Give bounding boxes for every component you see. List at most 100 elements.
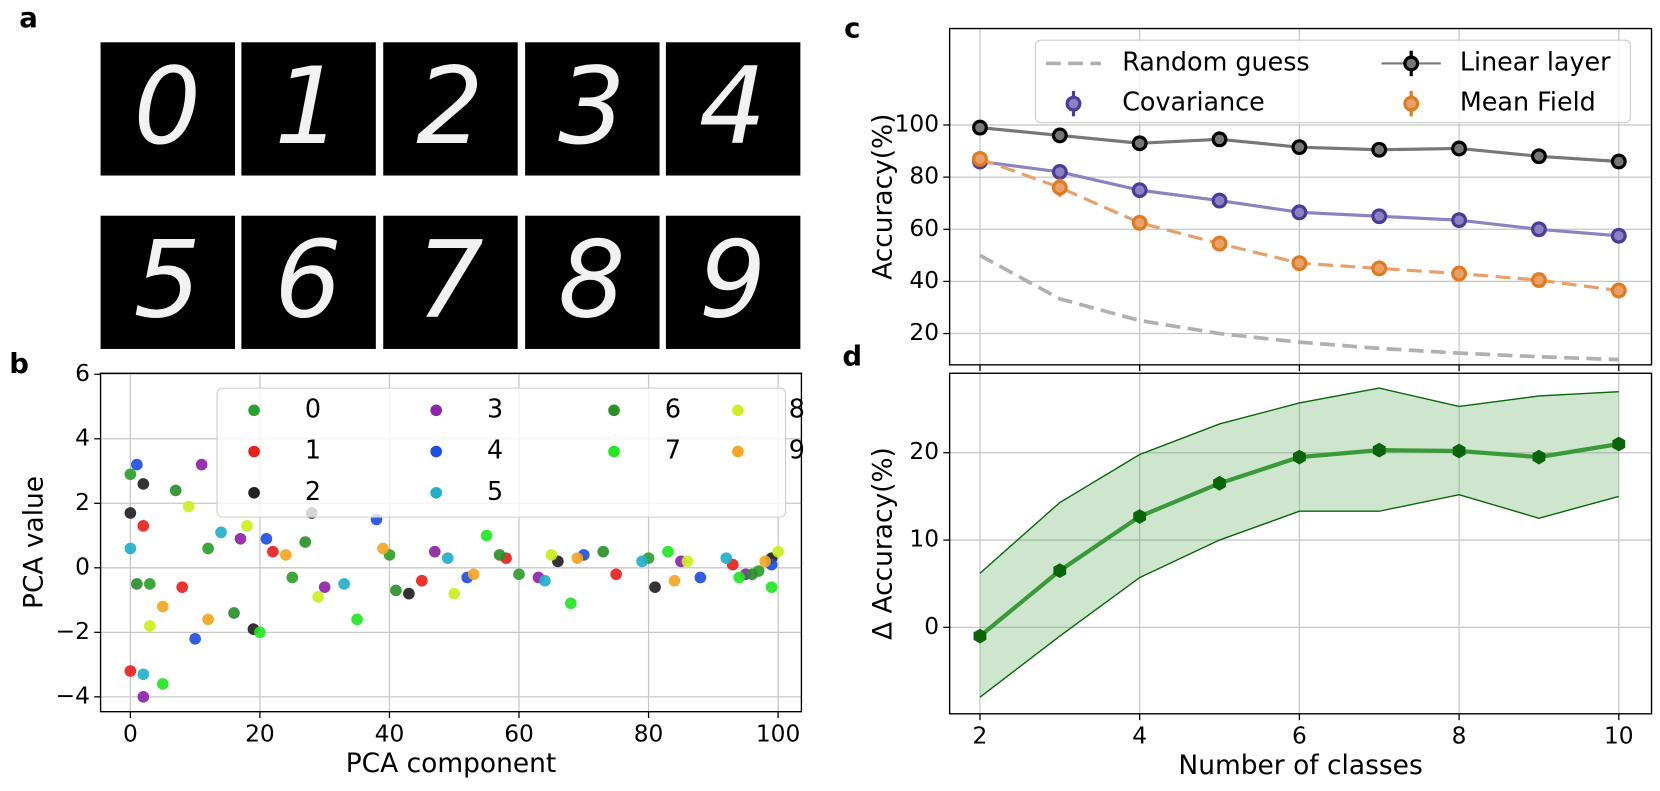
scatter-point	[124, 665, 137, 677]
digit: 1	[274, 45, 341, 168]
panel-label: a	[19, 2, 38, 34]
scatter-point	[286, 571, 299, 584]
y-tick-label: 4	[75, 424, 90, 451]
scatter-point	[720, 552, 733, 564]
scatter-point	[772, 545, 784, 558]
scatter-point	[124, 542, 137, 555]
marker	[1051, 127, 1068, 144]
x-tick-label: 10	[1604, 723, 1634, 750]
scatter-point	[610, 568, 622, 581]
marker	[1291, 204, 1308, 221]
plot-area	[124, 458, 784, 703]
legend-marker	[1403, 95, 1420, 112]
x-tick-label: 80	[634, 720, 664, 747]
scatter-point	[299, 536, 312, 548]
marker	[1051, 179, 1068, 196]
y-tick-label: 6	[75, 360, 90, 387]
scatter-point	[565, 597, 577, 610]
marker	[1451, 265, 1468, 282]
marker	[1530, 272, 1547, 289]
y-axis-label: Δ Accuracy(%)	[867, 447, 898, 640]
scatter-point	[137, 520, 150, 532]
marker	[1211, 131, 1228, 148]
y-tick-label: 40	[909, 267, 939, 294]
scatter-point	[202, 542, 214, 555]
scatter-point	[668, 574, 681, 587]
scatter-point	[377, 542, 389, 555]
panel-label: b	[9, 348, 29, 380]
x-axis-label: Number of classes	[1178, 750, 1422, 781]
legend-marker	[608, 404, 620, 417]
scatter-point	[694, 571, 707, 584]
marker	[1133, 509, 1147, 524]
digit-image	[100, 215, 236, 349]
marker	[1452, 443, 1466, 459]
legend-label: 2	[305, 476, 321, 506]
legend-label: 9	[789, 435, 805, 465]
marker	[1530, 221, 1547, 238]
scatter-point	[765, 581, 778, 593]
marker	[1610, 282, 1627, 299]
x-tick-label: 2	[973, 723, 988, 750]
legend-label: 5	[487, 476, 503, 506]
digit: 6	[274, 218, 341, 341]
marker	[972, 150, 988, 167]
x-tick-label: 20	[245, 720, 275, 747]
plot-frame	[99, 372, 803, 713]
marker	[972, 119, 988, 136]
scatter-point	[189, 632, 201, 645]
legend-label: 1	[305, 435, 321, 465]
legend-label: 3	[487, 393, 503, 423]
scatter-point	[318, 581, 331, 593]
scatter-point	[493, 549, 506, 561]
legend-label: Covariance	[1122, 87, 1265, 117]
y-tick-label: −2	[56, 618, 90, 645]
digit-image	[665, 42, 801, 176]
y-axis-label: PCA value	[18, 476, 49, 609]
scatter-point	[156, 678, 169, 690]
legend-marker	[1065, 95, 1082, 112]
marker	[1131, 214, 1148, 231]
digit: 2	[416, 45, 483, 168]
scatter-point	[759, 555, 771, 568]
marker	[1610, 153, 1627, 170]
scatter-point	[241, 520, 253, 532]
panel-label: c	[844, 13, 860, 45]
legend-marker	[732, 445, 744, 458]
scatter-point	[182, 500, 195, 513]
scatter-point	[228, 607, 240, 619]
marker	[1291, 139, 1308, 156]
marker	[1372, 442, 1386, 458]
marker	[1610, 227, 1627, 244]
scatter-point	[597, 545, 610, 558]
legend-label: 7	[665, 435, 681, 465]
scatter-point	[467, 568, 480, 581]
scatter-point	[267, 545, 279, 558]
digit-image	[383, 215, 518, 349]
y-tick-label: 20	[909, 319, 939, 346]
line	[979, 253, 1619, 362]
digit-image	[525, 215, 660, 349]
marker	[1051, 163, 1068, 180]
scatter-point	[681, 555, 694, 568]
band-edge	[979, 493, 1619, 698]
plot-area	[973, 387, 1626, 698]
y-tick-label: 2	[75, 489, 90, 516]
scatter-point	[176, 581, 189, 593]
plot-area	[972, 119, 1627, 362]
digit-image	[665, 215, 801, 349]
scatter-point	[649, 581, 661, 593]
scatter-point	[448, 587, 461, 600]
scatter-point	[131, 458, 143, 471]
legend-label: 0	[305, 393, 321, 423]
scatter-point	[338, 578, 350, 590]
x-axis-label: PCA component	[346, 748, 557, 779]
panel-label: d	[842, 340, 862, 372]
y-tick-label: 0	[75, 553, 90, 580]
scatter-point	[124, 507, 137, 519]
scatter-point	[137, 478, 150, 490]
marker	[1371, 141, 1388, 158]
scatter-point	[571, 552, 584, 564]
scatter-point	[416, 574, 428, 587]
